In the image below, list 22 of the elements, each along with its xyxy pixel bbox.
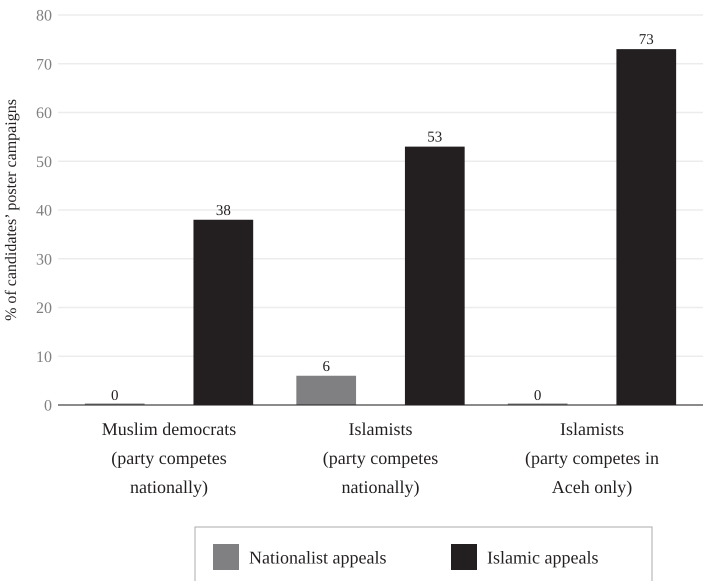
legend-label: Islamic appeals <box>487 547 598 568</box>
data-label: 53 <box>427 130 442 146</box>
y-tick-label: 0 <box>44 398 52 415</box>
y-tick-label: 50 <box>36 154 52 171</box>
data-label: 6 <box>322 358 330 375</box>
y-tick-label: 10 <box>36 348 52 366</box>
y-tick-label: 40 <box>36 202 52 220</box>
y-axis-title: % of candidates’ poster campaigns <box>3 99 20 321</box>
y-tick-label: 70 <box>36 56 52 74</box>
x-tick-label: Islamists (party competes in Aceh only) <box>524 419 659 497</box>
bar <box>296 376 356 405</box>
x-tick-label: Islamists (party competes nationally) <box>322 419 438 497</box>
x-tick-label: Muslim democrats (party competes nationally) <box>102 419 236 497</box>
legend-label: Nationalist appeals <box>249 547 386 568</box>
data-label: 73 <box>638 32 654 48</box>
y-tick-label: 20 <box>36 300 52 318</box>
data-label: 38 <box>216 202 231 219</box>
y-tick-label: 80 <box>36 8 52 25</box>
data-label: 0 <box>110 388 118 404</box>
data-label: 0 <box>534 388 542 404</box>
y-tick-label: 30 <box>36 251 52 268</box>
y-tick-label: 60 <box>36 105 52 122</box>
